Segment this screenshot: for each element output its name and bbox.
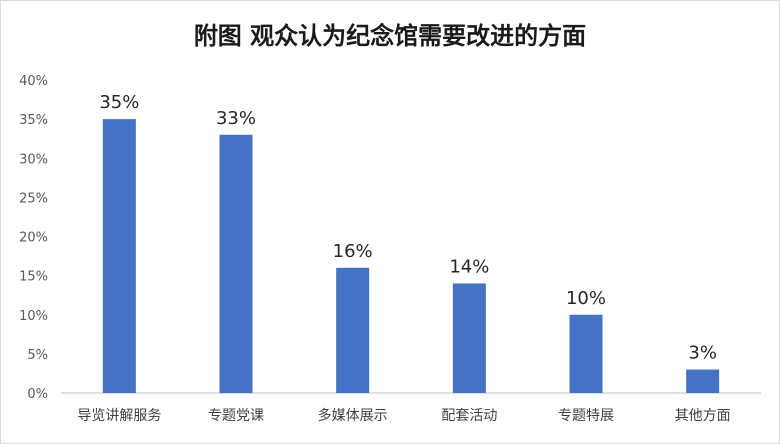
bar	[336, 267, 370, 393]
bar-value-label: 16%	[333, 241, 373, 262]
chart-title: 附图 观众认为纪念馆需要改进的方面	[194, 21, 586, 50]
bar	[102, 119, 136, 393]
y-tick-label: 10%	[19, 309, 48, 324]
y-tick-label: 15%	[19, 270, 48, 285]
bars	[102, 119, 720, 393]
y-tick-label: 5%	[27, 348, 48, 363]
y-tick-label: 40%	[19, 74, 48, 89]
y-tick-label: 0%	[27, 387, 48, 402]
x-tick-label: 专题特展	[558, 408, 614, 424]
x-axis-ticks: 导览讲解服务 专题党课 多媒体展示 配套活动 专题特展 其他方面	[77, 407, 730, 424]
data-labels: 35% 33% 16% 14% 10% 3%	[99, 92, 717, 363]
x-tick-label: 专题党课	[208, 408, 264, 424]
bar	[686, 369, 720, 393]
x-tick-label: 配套活动	[441, 408, 497, 424]
y-tick-label: 30%	[19, 152, 48, 167]
x-tick-label: 其他方面	[675, 408, 731, 424]
x-tick-label: 导览讲解服务	[77, 408, 161, 424]
bar	[569, 314, 603, 393]
y-axis-ticks: 0% 5% 10% 15% 20% 25% 30% 35% 40%	[19, 74, 48, 402]
y-tick-label: 25%	[19, 191, 48, 206]
y-tick-label: 35%	[19, 113, 48, 128]
bar-value-label: 35%	[99, 92, 139, 113]
bar	[452, 283, 486, 393]
bar-value-label: 10%	[566, 288, 606, 309]
bar	[219, 134, 253, 393]
x-tick-label: 多媒体展示	[318, 407, 388, 424]
bar-value-label: 3%	[688, 343, 717, 364]
bar-value-label: 33%	[216, 108, 256, 129]
y-tick-label: 20%	[19, 231, 48, 246]
bar-value-label: 14%	[449, 256, 489, 277]
